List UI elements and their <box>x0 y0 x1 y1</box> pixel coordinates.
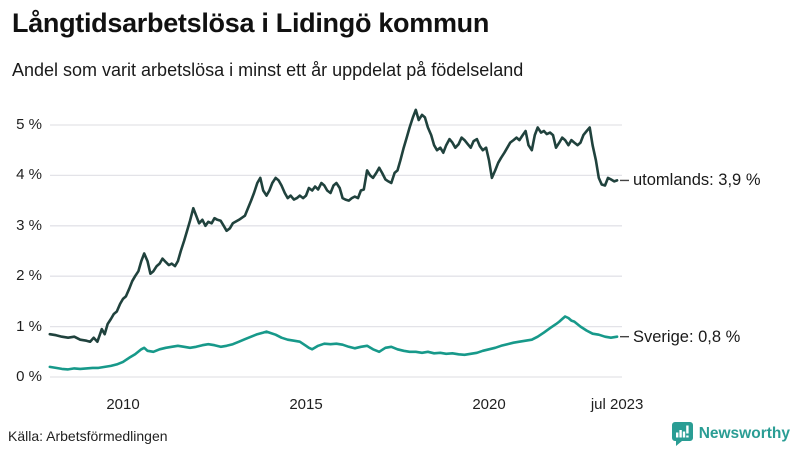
x-tick-label: 2010 <box>106 396 140 413</box>
chart-subtitle: Andel som varit arbetslösa i minst ett å… <box>12 60 524 80</box>
series-end-label-sverige: Sverige: 0,8 % <box>633 327 741 346</box>
source-note: Källa: Arbetsförmedlingen <box>8 428 168 444</box>
series-end-label-utomlands: utomlands: 3,9 % <box>633 171 761 190</box>
series-line-utomlands <box>48 108 619 344</box>
series-line-sverige <box>48 315 619 371</box>
y-tick-label: 2 % <box>16 267 42 285</box>
x-tick-label: jul 2023 <box>590 396 644 413</box>
y-tick-label: 0 % <box>16 368 42 385</box>
y-tick-label: 3 % <box>16 216 42 234</box>
page-title: Långtidsarbetslösa i Lidingö kommun <box>12 8 490 38</box>
y-tick-label: 1 % <box>16 317 42 335</box>
x-tick-label: 2015 <box>289 396 323 413</box>
newsworthy-logo-text: Newsworthy <box>698 425 790 442</box>
y-tick-label: 5 % <box>16 116 42 133</box>
x-tick-label: 2020 <box>472 396 506 413</box>
newsworthy-branding: Newsworthy <box>671 422 790 446</box>
y-tick-label: 4 % <box>16 166 42 184</box>
newsworthy-logo-icon <box>671 422 693 446</box>
